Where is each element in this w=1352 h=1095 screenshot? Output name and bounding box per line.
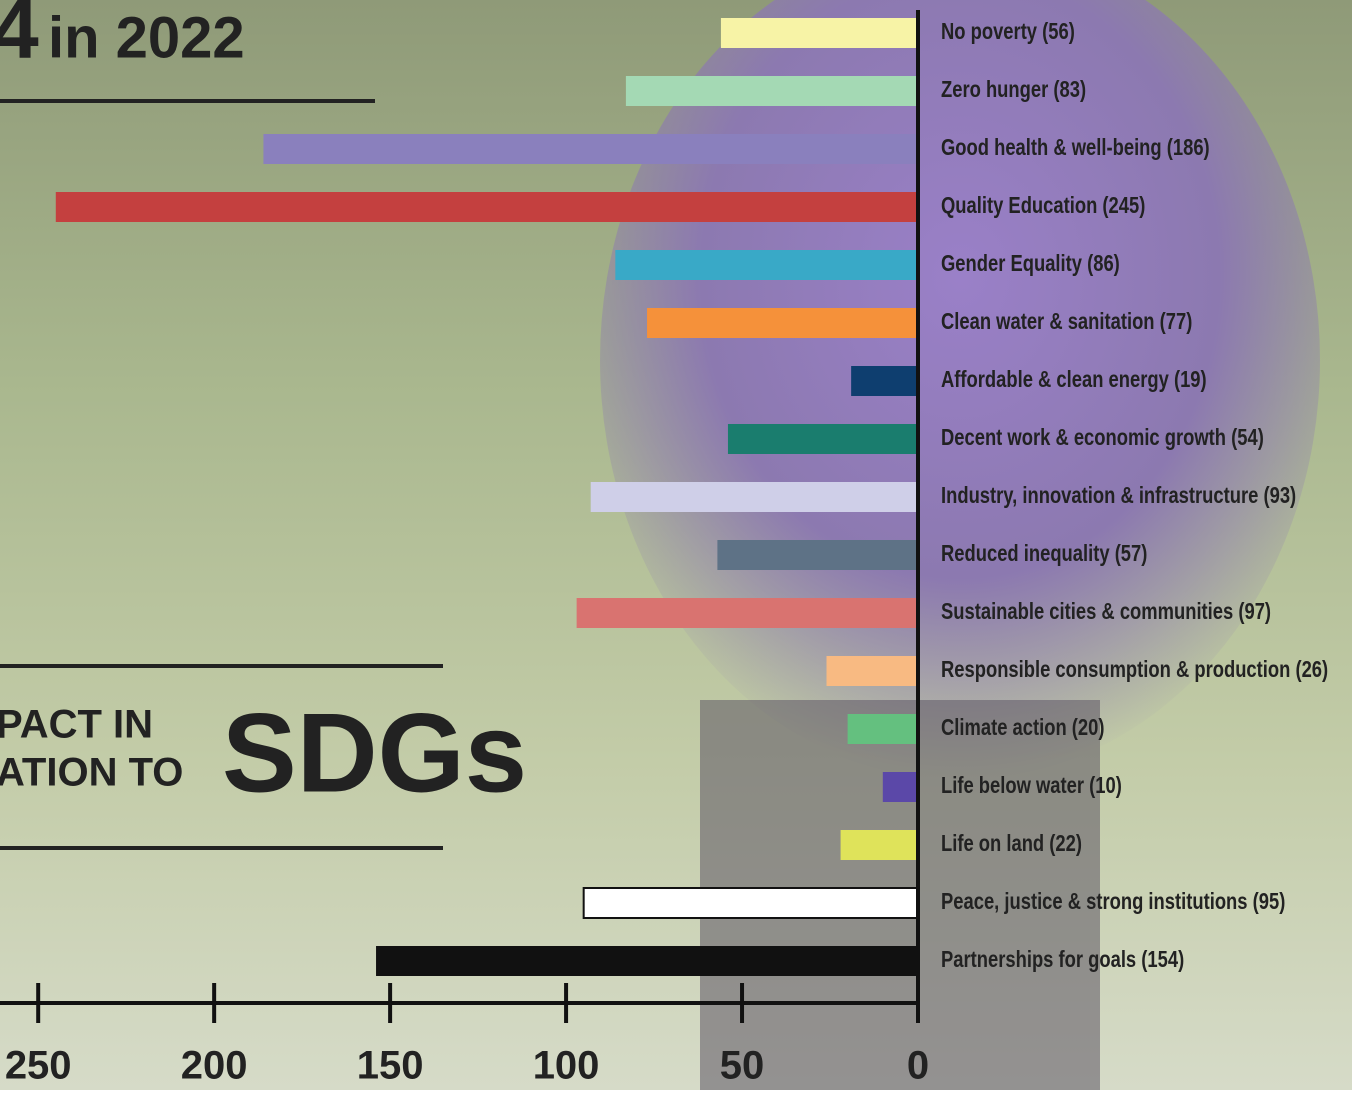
bar [582, 887, 920, 919]
bar-label: Responsible consumption & production (26… [941, 657, 1328, 682]
bar-label: Reduced inequality (57) [941, 541, 1147, 566]
bar [647, 308, 918, 338]
bar-label: Peace, justice & strong institutions (95… [941, 889, 1285, 914]
heading: PACT IN [0, 703, 153, 747]
heading: ATION TO [0, 751, 183, 795]
x-tick-label: 150 [357, 1044, 424, 1088]
bar-label: Partnerships for goals (154) [941, 947, 1184, 972]
title-number: 4 [0, 0, 39, 76]
bar [720, 18, 918, 48]
bar [847, 714, 918, 744]
bar-label: Good health & well-being (186) [941, 135, 1210, 160]
bar-label: Life below water (10) [941, 773, 1122, 798]
bar-label: Clean water & sanitation (77) [941, 309, 1192, 334]
bar-label: Zero hunger (83) [941, 77, 1086, 102]
bar [851, 366, 918, 396]
bar [625, 76, 918, 106]
bar [826, 656, 918, 686]
bar-label: No poverty (56) [941, 19, 1075, 44]
bar-label: Decent work & economic growth (54) [941, 425, 1264, 450]
bar [55, 192, 919, 222]
bar [727, 424, 918, 454]
x-tick-label: 50 [720, 1044, 765, 1088]
bar-label: Gender Equality (86) [941, 251, 1120, 276]
x-tick-label: 0 [907, 1044, 929, 1088]
heading-large: SDGs [222, 691, 527, 816]
bar-label: Affordable & clean energy (19) [941, 367, 1207, 392]
x-tick-label: 100 [533, 1044, 600, 1088]
bar-label: Sustainable cities & communities (97) [941, 599, 1271, 624]
bar [840, 830, 918, 860]
x-tick-label: 200 [181, 1044, 248, 1088]
bar [576, 598, 918, 628]
bar-label: Climate action (20) [941, 715, 1104, 740]
bar [590, 482, 918, 512]
bar-label: Quality Education (245) [941, 193, 1145, 218]
x-tick-label: 250 [5, 1044, 72, 1088]
title: in 2022 [48, 5, 245, 70]
bar [263, 134, 918, 164]
bar [376, 946, 918, 976]
bar [717, 540, 918, 570]
bar [615, 250, 918, 280]
bar-label: Industry, innovation & infrastructure (9… [941, 483, 1296, 508]
bar [882, 772, 918, 802]
bar-label: Life on land (22) [941, 831, 1082, 856]
